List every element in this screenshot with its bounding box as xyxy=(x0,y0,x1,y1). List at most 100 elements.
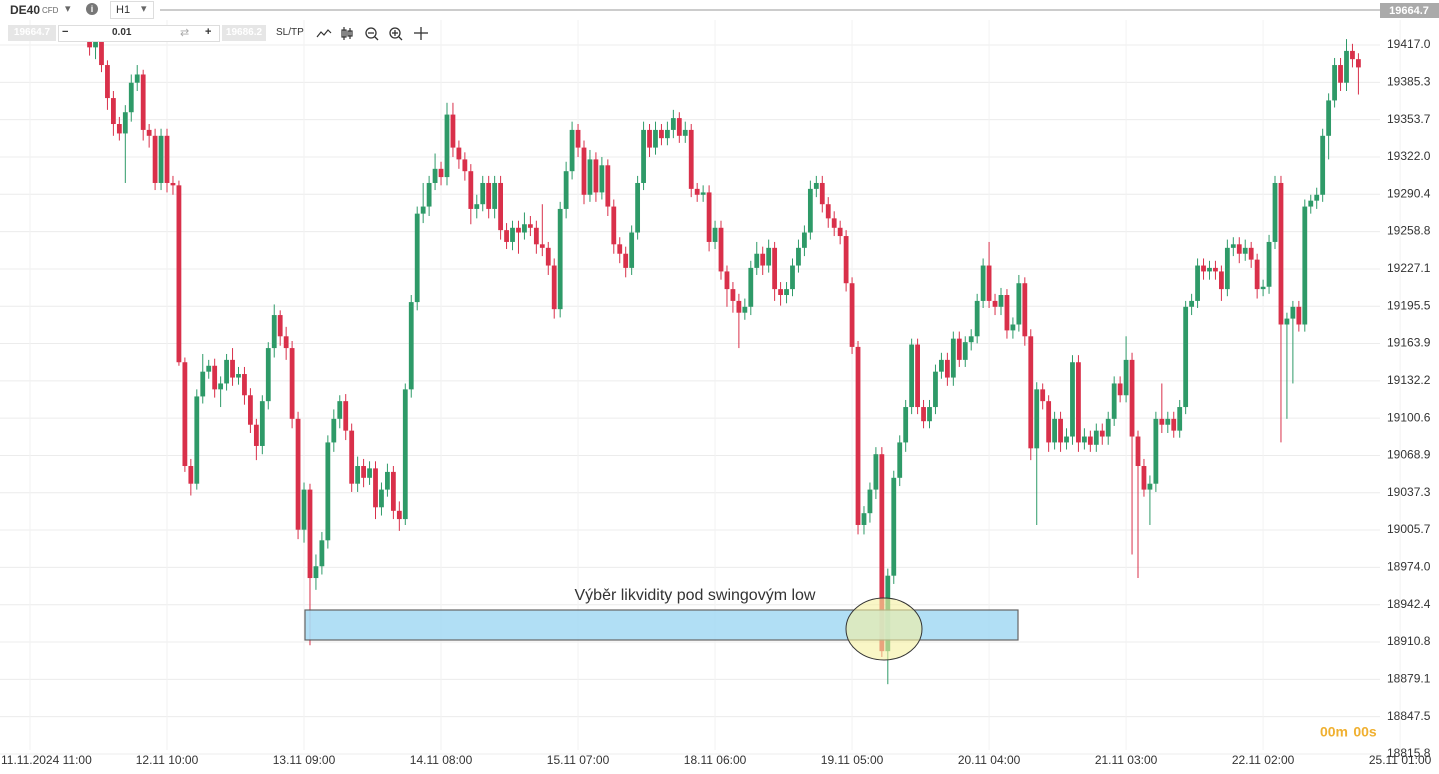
annotation: Výběr likvidity pod swingovým low xyxy=(575,587,816,604)
candle-body xyxy=(1344,50,1349,83)
candle-body xyxy=(349,430,355,484)
candle-body xyxy=(1147,483,1153,490)
candle-body xyxy=(265,348,271,402)
candle-body xyxy=(289,348,295,419)
candles xyxy=(87,27,1361,685)
y-tick-label: 19227.1 xyxy=(1387,261,1431,275)
candle-body xyxy=(1254,259,1260,290)
y-tick-label: 18879.1 xyxy=(1387,672,1431,686)
lot-plus[interactable]: + xyxy=(205,26,212,38)
tool-icons xyxy=(316,27,428,41)
candle-body xyxy=(122,112,128,134)
candle-body xyxy=(236,374,241,378)
candle-body xyxy=(1189,300,1195,307)
candle-body xyxy=(849,283,855,347)
candle-body xyxy=(134,74,140,83)
candle-body xyxy=(1260,286,1266,290)
candle-body xyxy=(647,129,652,148)
symbol[interactable]: DE40 xyxy=(10,3,41,17)
candle-body xyxy=(1028,336,1034,449)
candle-body xyxy=(1219,271,1224,290)
candle-body xyxy=(105,65,110,99)
candle-body xyxy=(1022,283,1028,337)
candle-body xyxy=(825,204,831,219)
candle-body xyxy=(164,135,170,183)
candle-body xyxy=(688,129,694,189)
candle-body xyxy=(557,208,563,310)
candle-icon[interactable] xyxy=(341,27,353,40)
pan-icon[interactable] xyxy=(414,27,428,40)
candle-body xyxy=(1093,430,1099,445)
candle-body xyxy=(867,489,873,514)
candle-body xyxy=(1004,295,1010,331)
candle-body xyxy=(1123,359,1129,396)
candle-body xyxy=(682,129,688,136)
y-tick-label: 19322.0 xyxy=(1387,149,1431,163)
candle-body xyxy=(1236,244,1242,254)
candle-body xyxy=(295,418,301,530)
y-tick-label: 19068.9 xyxy=(1387,448,1431,462)
candle-body xyxy=(480,182,486,205)
lot-reset[interactable]: ⇄ xyxy=(180,27,190,39)
candle-body xyxy=(873,454,879,490)
candle-body xyxy=(468,171,474,209)
y-tick-label: 18910.8 xyxy=(1387,634,1431,648)
candle-body xyxy=(402,389,408,520)
timeframe: H1 xyxy=(116,4,131,16)
candle-body xyxy=(1105,418,1111,437)
candle-body xyxy=(617,244,623,254)
candle-body xyxy=(915,344,920,408)
candle-body xyxy=(903,407,909,443)
candle-body xyxy=(182,362,188,467)
candle-body xyxy=(373,468,378,508)
candle-body xyxy=(539,244,545,248)
candle-body xyxy=(396,510,402,520)
candle-body xyxy=(998,295,1004,307)
candle-body xyxy=(432,168,438,183)
x-tick-label: 14.11 08:00 xyxy=(410,753,473,767)
ask-price[interactable]: 19686.2 xyxy=(222,25,266,41)
candle-body xyxy=(450,114,456,148)
candle-body xyxy=(760,253,766,266)
candle-body xyxy=(325,442,331,541)
candle-body xyxy=(861,513,867,525)
candle-body xyxy=(1338,65,1343,83)
timer-minutes: 00m xyxy=(1320,724,1348,740)
y-tick-label: 19037.3 xyxy=(1387,485,1431,499)
candle-body xyxy=(1224,247,1230,290)
candle-body xyxy=(271,315,277,349)
candle-body xyxy=(956,338,962,360)
candle-body xyxy=(962,342,968,360)
candle-body xyxy=(802,232,807,248)
candle-body xyxy=(1195,265,1200,301)
candle-body xyxy=(778,289,783,296)
candle-body xyxy=(944,359,950,378)
sltp-button[interactable]: SL/TP xyxy=(276,27,304,38)
info-icon[interactable]: i xyxy=(86,3,98,15)
candle-body xyxy=(486,182,492,209)
candle-body xyxy=(152,135,158,183)
candle-body xyxy=(1076,362,1081,443)
y-tick-label: 18847.5 xyxy=(1387,709,1431,723)
symbol-caret[interactable]: ▾ xyxy=(65,3,71,15)
candle-body xyxy=(504,230,509,242)
candle-body xyxy=(676,118,682,136)
candle-body xyxy=(128,82,134,113)
candle-body xyxy=(575,129,581,148)
candle-body xyxy=(694,188,700,195)
candle-body xyxy=(1010,324,1016,331)
lot-minus[interactable]: − xyxy=(62,26,69,38)
candle-body xyxy=(551,265,557,310)
zoom-in-icon[interactable] xyxy=(389,27,403,41)
line-icon[interactable] xyxy=(316,29,332,38)
candle-body xyxy=(1171,418,1177,431)
candle-body xyxy=(379,489,384,508)
bid-price[interactable]: 19664.7 xyxy=(8,25,56,41)
lot-size[interactable]: 0.01 xyxy=(112,27,132,38)
candle-body xyxy=(569,129,575,172)
zoom-out-icon[interactable] xyxy=(365,27,379,41)
candle-body xyxy=(1135,436,1141,467)
timeframe-select[interactable] xyxy=(110,1,154,19)
candle-body xyxy=(1165,418,1171,425)
